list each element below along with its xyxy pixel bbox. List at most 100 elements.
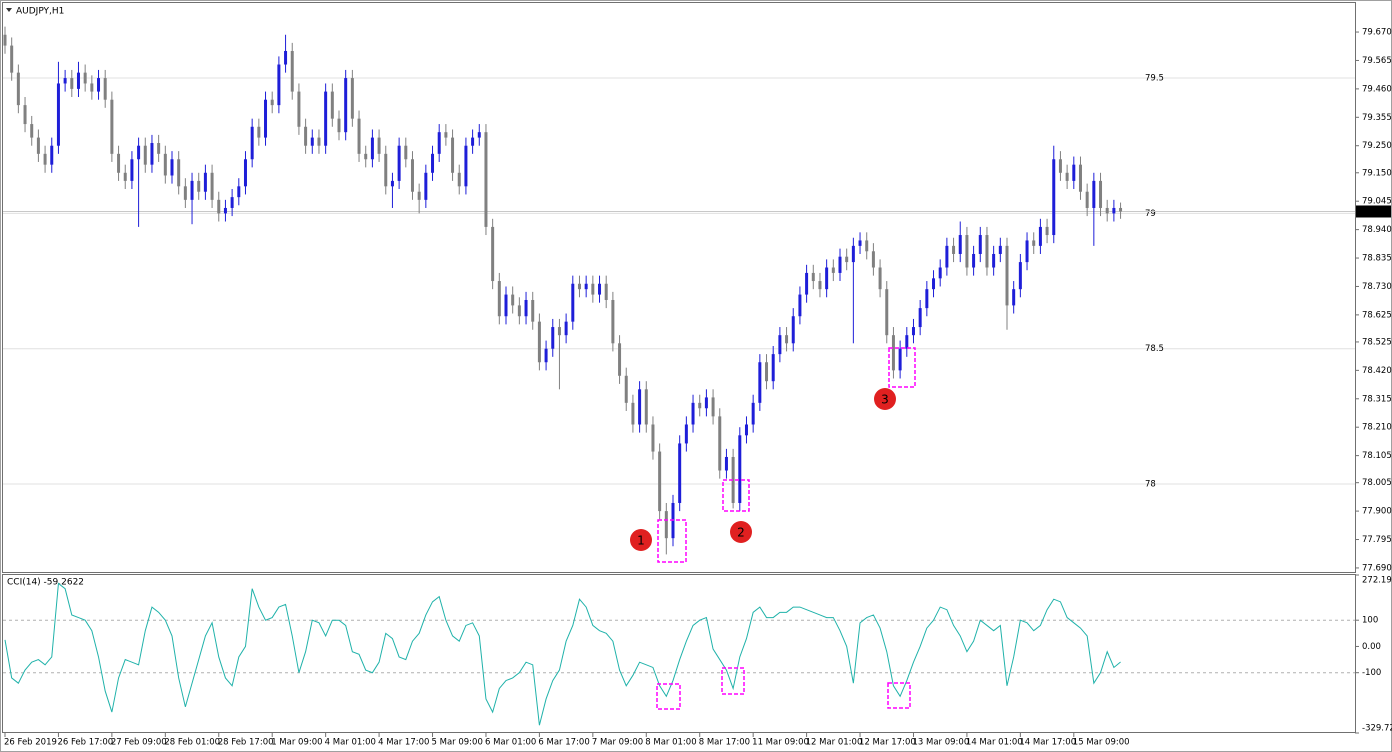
candle-body [952,245,956,254]
candle-body [998,245,1002,254]
y-tick-label: 79.045 [1362,197,1392,207]
candle-body [744,424,748,436]
candle-body [871,251,875,268]
y-tick-label: 78.730 [1362,282,1392,292]
y-tick-label: -100 [1362,668,1381,678]
candle-body [524,299,528,317]
level-label: 78.5 [1145,344,1164,354]
candle-body [885,289,889,336]
candle-body [785,335,789,344]
candle-body [1099,180,1103,208]
y-tick-label: 78.625 [1362,310,1392,320]
x-tick-label: 12 Mar 17:00 [859,738,916,748]
candle-body [277,64,281,106]
candle-body [925,289,929,309]
candle-body [217,199,221,214]
highlight-box [657,519,687,563]
candle-body [825,267,829,290]
candle-body [137,145,141,160]
candle-body [845,256,849,263]
x-tick-label: 28 Feb 01:00 [164,738,220,748]
candle-body [544,348,548,363]
candle-body [304,126,308,146]
annotation-marker [730,521,752,543]
candle-body [1032,240,1036,246]
y-tick-label: 78.835 [1362,254,1392,264]
x-tick-label: 11 Mar 09:00 [752,738,809,748]
candle-body [410,159,414,192]
candle-body [698,402,702,409]
candle-body [257,126,261,138]
x-tick-label: 26 Feb 17:00 [57,738,113,748]
level-label: 79.5 [1145,74,1164,84]
candle-body [477,132,481,138]
candle-body [718,416,722,471]
candle-body [898,348,902,371]
x-tick-label: 1 Mar 09:00 [271,738,322,748]
candle-body [571,283,575,322]
highlight-box [887,682,911,709]
candle-body [203,172,207,192]
y-tick-label: 272.1999 [1362,576,1392,586]
candle-body [30,124,34,138]
candle-body [264,99,268,138]
candle-body [711,397,715,417]
y-tick-label: 78.940 [1362,225,1392,235]
candle-body [23,105,27,125]
candle-body [1038,226,1042,246]
x-tick-label: 8 Mar 01:00 [645,738,696,748]
candle-body [3,34,7,46]
annotations: 1 2 3 [630,347,916,710]
candle-body [83,72,87,84]
candle-body [290,50,294,92]
candle-body [397,145,401,181]
candle-body [918,308,922,328]
candle-body [798,294,802,317]
x-tick-label: 4 Mar 17:00 [378,738,429,748]
candle-body [163,153,167,176]
candle-body [76,72,80,89]
y-tick-label: 77.900 [1362,507,1392,517]
x-tick-label: 6 Mar 01:00 [485,738,536,748]
candle-body [424,172,428,200]
candle-body [985,235,989,268]
candle-body [865,240,869,252]
candle-body [444,132,448,138]
candle-body [691,402,695,425]
candle-body [404,145,408,160]
candle-body [437,132,441,154]
candle-body [965,235,969,268]
candle-body [958,235,962,254]
candle-body [364,153,368,160]
candle-body [1105,207,1109,214]
candle-body [377,137,381,154]
highlight-box [722,479,750,512]
candle-body [330,91,334,119]
candle-body [638,389,642,425]
candle-body [1065,172,1069,181]
candle-body [504,294,508,317]
candle-body [310,137,314,146]
candle-body [724,456,728,471]
candle-body [150,143,154,165]
x-tick-label: 14 Mar 17:00 [1019,738,1076,748]
x-tick-label: 28 Feb 17:00 [218,738,274,748]
candle-body [183,186,187,200]
annotation-number: 1 [637,534,645,548]
x-tick-label: 13 Mar 09:00 [912,738,969,748]
candle-body [70,78,74,89]
candle-body [891,335,895,371]
candle-body [858,240,862,246]
annotation-marker [874,388,896,410]
collapse-arrow[interactable] [6,8,12,12]
candle-body [1072,164,1076,181]
y-tick-label: 0.00 [1362,642,1381,652]
y-tick-label: 79.460 [1362,84,1392,94]
candle-body [631,402,635,425]
candle-body [932,278,936,290]
candle-body [284,50,288,65]
candle-body [778,335,782,355]
candle-body [10,45,14,73]
candle-body [370,137,374,160]
